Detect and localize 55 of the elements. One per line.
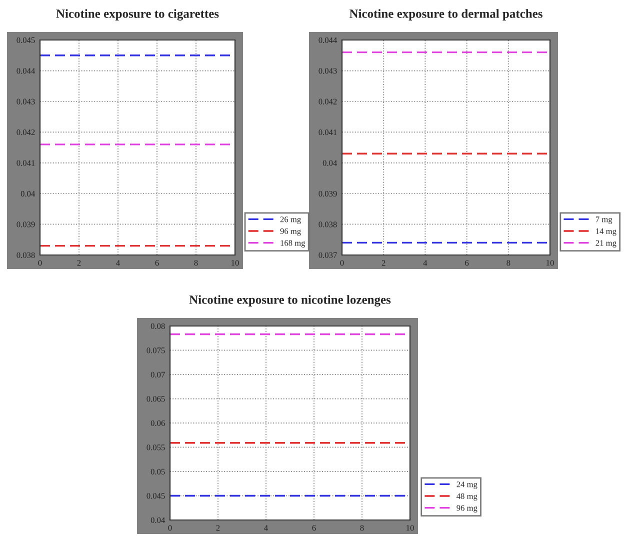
legend-label: 168 mg [280, 240, 306, 248]
legend-label: 14 mg [596, 228, 616, 236]
y-tick-label: 0.04 [150, 517, 166, 524]
y-tick-label: 0.075 [146, 348, 165, 354]
legend-label: 21 mg [596, 240, 616, 248]
y-tick-label: 0.08 [150, 323, 165, 330]
y-tick-label: 0.04 [322, 160, 338, 166]
y-tick-label: 0.045 [146, 493, 165, 499]
y-tick-label: 0.043 [16, 98, 35, 104]
x-tick-label: 8 [194, 260, 198, 266]
x-tick-label: 4 [116, 260, 120, 266]
y-tick-label: 0.07 [150, 372, 165, 378]
x-tick-label: 2 [382, 260, 386, 266]
x-tick-label: 0 [168, 525, 172, 531]
y-tick-label: 0.039 [16, 222, 35, 228]
x-tick-label: 10 [232, 260, 239, 266]
y-tick-label: 0.038 [318, 222, 337, 228]
chart-title: Nicotine exposure to nicotine lozenges [189, 295, 391, 307]
x-tick-label: 2 [77, 260, 81, 266]
chart-title: Nicotine exposure to dermal patches [349, 9, 542, 20]
y-tick-label: 0.043 [318, 68, 337, 74]
y-tick-label: 0.042 [318, 98, 337, 104]
y-tick-label: 0.042 [16, 129, 35, 136]
legend-label: 26 mg [280, 216, 301, 224]
x-tick-label: 4 [264, 525, 268, 531]
y-tick-label: 0.038 [16, 252, 35, 258]
legend-label: 7 mg [596, 216, 612, 224]
y-tick-label: 0.06 [150, 420, 165, 426]
y-tick-label: 0.04 [20, 190, 36, 197]
y-tick-label: 0.045 [16, 37, 35, 44]
legend-label: 48 mg [456, 493, 478, 501]
y-tick-label: 0.044 [16, 68, 36, 74]
y-tick-label: 0.065 [146, 396, 165, 402]
y-tick-label: 0.041 [16, 160, 35, 166]
legend-label: 96 mg [456, 505, 478, 512]
chart-title: Nicotine exposure to cigarettes [56, 9, 219, 21]
x-tick-label: 8 [360, 525, 364, 531]
x-tick-label: 2 [216, 525, 220, 531]
x-tick-label: 10 [406, 525, 414, 531]
x-tick-label: 0 [38, 260, 42, 266]
x-tick-label: 10 [546, 260, 554, 266]
y-tick-label: 0.039 [318, 190, 337, 197]
legend-label: 24 mg [456, 482, 478, 489]
y-tick-label: 0.05 [150, 468, 165, 475]
y-tick-label: 0.037 [318, 252, 337, 258]
y-tick-label: 0.041 [318, 129, 337, 136]
y-tick-label: 0.044 [318, 37, 338, 44]
x-tick-label: 4 [423, 260, 428, 266]
legend-label: 96 mg [280, 228, 301, 236]
x-tick-label: 6 [155, 260, 159, 266]
x-tick-label: 6 [465, 260, 469, 266]
x-tick-label: 6 [312, 525, 316, 531]
x-tick-label: 0 [340, 260, 344, 266]
x-tick-label: 8 [506, 260, 510, 266]
y-tick-label: 0.055 [146, 444, 165, 450]
